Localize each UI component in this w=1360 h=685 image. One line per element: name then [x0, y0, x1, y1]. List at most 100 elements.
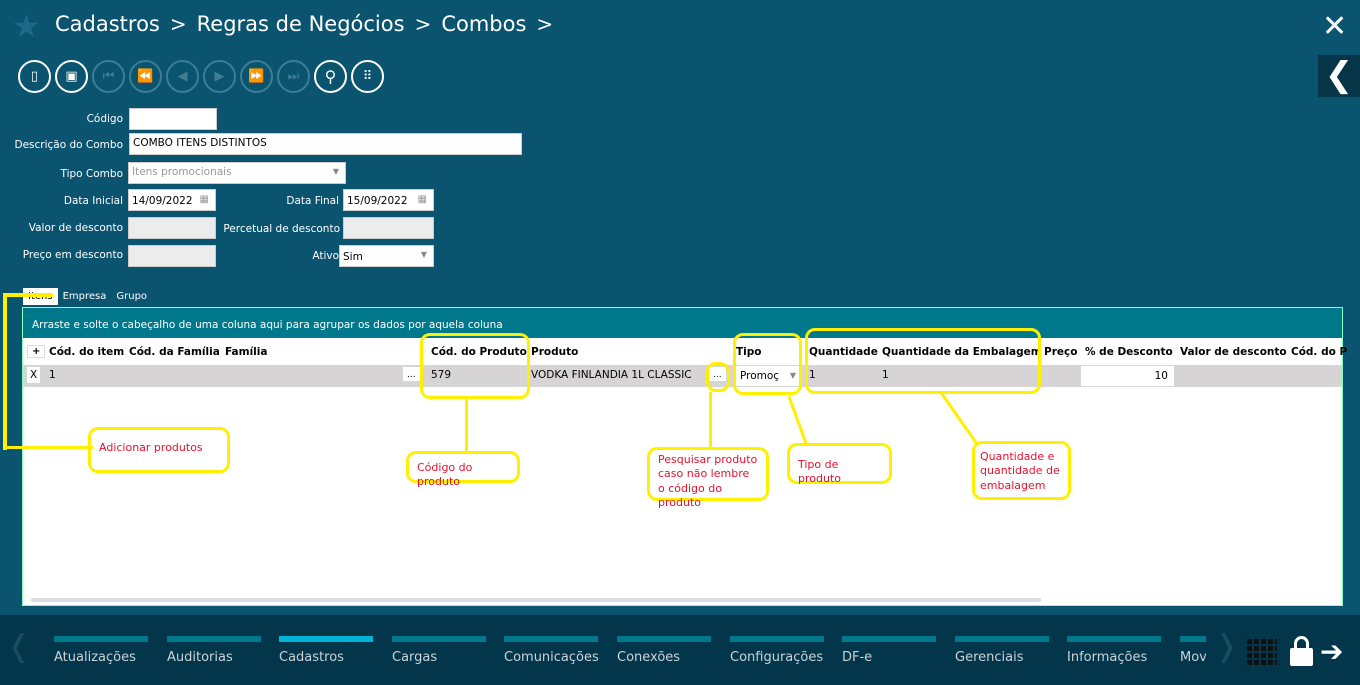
nav-label: Gerenciais	[955, 650, 1024, 665]
col-cod-p[interactable]: Cód. do P	[1291, 345, 1348, 358]
col-perc-desconto[interactable]: % de Desconto	[1085, 345, 1173, 358]
items-grid: Arraste e solte o cabeçalho de uma colun…	[22, 307, 1347, 606]
chevron-right-icon: >	[169, 12, 187, 36]
grid-menu-icon[interactable]: ⠿	[351, 60, 384, 93]
add-row-button[interactable]: +	[27, 345, 46, 358]
cell-quantidade: 1	[809, 369, 816, 381]
annotation-quantidade: Quantidade e quantidade de embalagem	[972, 441, 1071, 500]
codigo-label: Código	[86, 113, 123, 125]
annotation-pesquisar: Pesquisar produto caso não lembre o códi…	[647, 447, 769, 509]
codigo-input[interactable]	[129, 108, 217, 130]
descricao-input[interactable]: COMBO ITENS DISTINTOS	[129, 133, 522, 155]
data-final-input[interactable]: 15/09/2022 ▦	[343, 189, 434, 211]
data-inicial-input[interactable]: 14/09/2022 ▦	[128, 189, 216, 211]
grid-header: + Cód. do item Cód. da Família Família C…	[23, 338, 1347, 365]
col-tipo[interactable]: Tipo	[736, 345, 762, 358]
first-record-icon: ⏮	[92, 60, 125, 93]
preco-label: Preço em desconto	[22, 249, 123, 261]
breadcrumb: Cadastros > Regras de Negócios > Combos >	[55, 12, 557, 36]
nav-item-atualizacoes[interactable]: Atualizações	[54, 636, 148, 665]
close-icon[interactable]: ✕	[1322, 9, 1348, 44]
ativo-label: Ativo	[312, 250, 339, 262]
nav-item-cadastros[interactable]: Cadastros	[279, 636, 373, 665]
nav-item-conexoes[interactable]: Conexões	[617, 636, 711, 665]
table-row[interactable]: X 1 ... 579 VODKA FINLANDIA 1L CLASSIC .…	[23, 365, 1342, 387]
nav-item-cargas[interactable]: Cargas	[392, 636, 486, 665]
group-by-area[interactable]: Arraste e solte o cabeçalho de uma colun…	[23, 308, 1342, 338]
nav-label: Auditorias	[167, 650, 233, 665]
next-page-icon: ⏩	[240, 60, 273, 93]
perc-desconto-input[interactable]: 10	[1081, 366, 1174, 386]
nav-label: Mov	[1180, 650, 1206, 665]
tipo-value: Promoç	[740, 370, 780, 382]
nav-prev-icon[interactable]: ❬	[6, 629, 32, 664]
nav-item-gerenciais[interactable]: Gerenciais	[955, 636, 1049, 665]
chevron-down-icon: ▼	[420, 250, 427, 259]
tab-grupo[interactable]: Grupo	[116, 291, 148, 302]
apps-grid-icon[interactable]	[1247, 637, 1277, 665]
tab-empresa[interactable]: Empresa	[62, 291, 107, 302]
col-qtd-embalagem[interactable]: Quantidade da Embalagem	[882, 345, 1042, 358]
previous-page-icon: ⏪	[129, 60, 162, 93]
tipo-combo-select: Itens promocionais ▼	[128, 162, 346, 184]
nav-label: Informações	[1067, 650, 1148, 665]
preco-input	[128, 245, 216, 267]
col-familia[interactable]: Família	[225, 345, 268, 358]
favorite-star-icon[interactable]: ★	[12, 7, 41, 45]
valor-desconto-label: Valor de desconto	[28, 222, 123, 234]
nav-item-dfe[interactable]: DF-e	[842, 636, 936, 665]
nav-item-auditorias[interactable]: Auditorias	[167, 636, 261, 665]
tipo-select[interactable]: Promoç ▼	[736, 366, 802, 386]
search-icon[interactable]: ⚲	[314, 60, 347, 93]
cell-qtd-embalagem: 1	[882, 369, 889, 381]
logout-arrow-icon[interactable]: ➔	[1320, 635, 1344, 668]
breadcrumb-item[interactable]: Regras de Negócios	[196, 12, 405, 36]
tipo-combo-label: Tipo Combo	[60, 168, 123, 180]
toolbar: ▯ ▣ ⏮ ⏪ ◀ ▶ ⏩ ⏭ ⚲ ⠿	[18, 60, 384, 93]
col-preco[interactable]: Preço	[1044, 345, 1078, 358]
percentual-input	[343, 217, 434, 239]
col-cod-item[interactable]: Cód. do item	[49, 345, 125, 358]
breadcrumb-item[interactable]: Combos	[441, 12, 527, 36]
familia-lookup-button[interactable]: ...	[403, 367, 420, 381]
save-icon[interactable]: ▣	[55, 60, 88, 93]
annotation-codigo: Código do produto	[406, 451, 520, 488]
nav-label: DF-e	[842, 650, 873, 665]
col-quantidade[interactable]: Quantidade	[809, 345, 878, 358]
col-cod-produto[interactable]: Cód. do Produto	[431, 345, 527, 358]
percentual-label: Percetual de desconto	[223, 223, 340, 235]
breadcrumb-item[interactable]: Cadastros	[55, 12, 160, 36]
annotation-adicionar: Adicionar produtos	[88, 427, 230, 473]
col-produto[interactable]: Produto	[531, 345, 579, 358]
new-document-icon[interactable]: ▯	[18, 60, 51, 93]
col-valor-desconto[interactable]: Valor de desconto	[1180, 345, 1287, 358]
nav-item-informacoes[interactable]: Informações	[1067, 636, 1161, 665]
data-final-value: 15/09/2022	[347, 195, 408, 207]
nav-label: Cadastros	[279, 650, 344, 665]
chevron-right-icon: >	[536, 12, 554, 36]
col-cod-familia[interactable]: Cód. da Família	[129, 345, 220, 358]
next-record-icon: ▶	[203, 60, 236, 93]
nav-label: Cargas	[392, 650, 438, 665]
horizontal-scrollbar[interactable]	[31, 598, 1041, 602]
tipo-combo-value: Itens promocionais	[132, 166, 232, 178]
chevron-right-icon: >	[414, 12, 432, 36]
calendar-icon[interactable]: ▦	[417, 194, 427, 205]
annotation-highlight	[706, 362, 730, 392]
bottom-nav: ❬ Atualizações Auditorias Cadastros Carg…	[0, 615, 1360, 685]
annotation-highlight	[805, 328, 1041, 394]
nav-next-icon[interactable]: ❭	[1214, 629, 1240, 664]
nav-label: Conexões	[617, 650, 681, 665]
cell-cod-produto: 579	[431, 369, 452, 381]
remove-row-button[interactable]: X	[27, 367, 41, 383]
cell-produto: VODKA FINLANDIA 1L CLASSIC	[531, 369, 692, 381]
nav-item-configuracoes[interactable]: Configurações	[730, 636, 824, 665]
annotation-highlight	[420, 333, 530, 399]
ativo-select[interactable]: Sim ▼	[339, 245, 434, 267]
calendar-icon[interactable]: ▦	[199, 194, 209, 205]
nav-item-comunicacoes[interactable]: Comunicações	[504, 636, 599, 665]
lock-icon[interactable]	[1290, 636, 1313, 666]
collapse-panel-icon[interactable]: ❮	[1318, 55, 1360, 97]
data-final-label: Data Final	[286, 195, 339, 207]
nav-item-mov[interactable]: Mov	[1180, 636, 1206, 665]
